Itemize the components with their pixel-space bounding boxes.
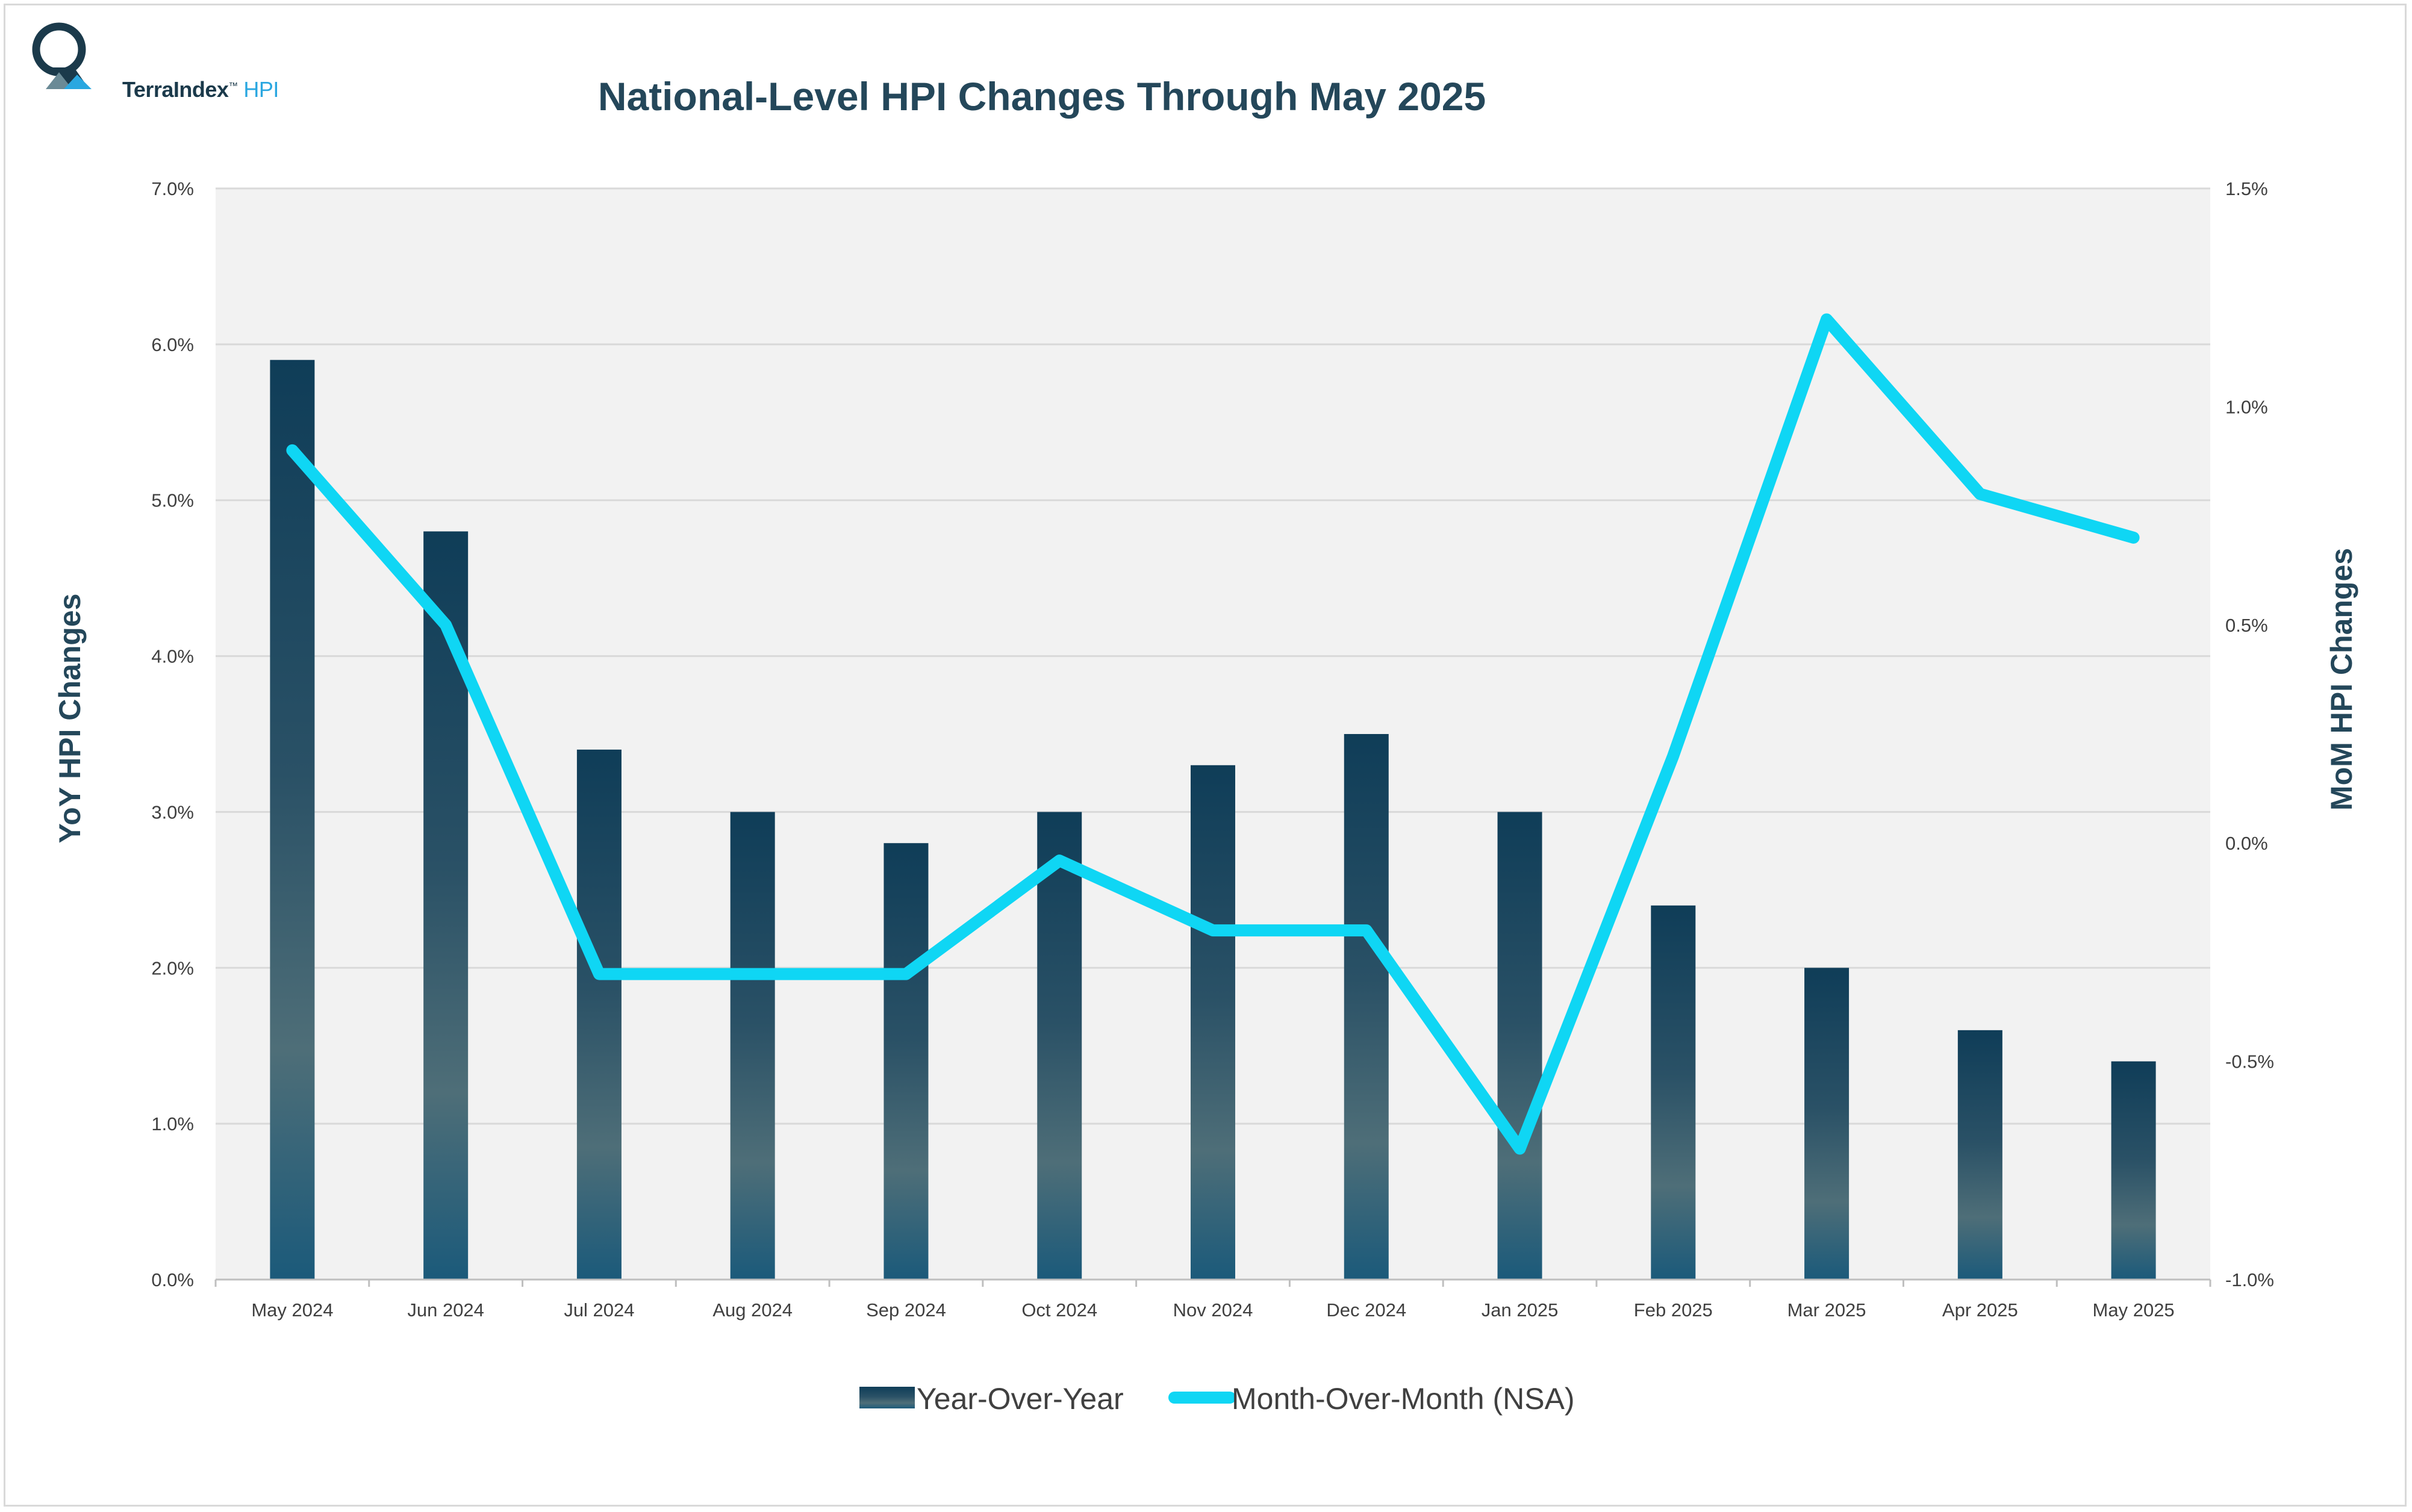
x-axis-labels: May 2024 Jun 2024 Jul 2024 Aug 2024 Sep 2024… (251, 1299, 2174, 1321)
x-tick-label: Nov 2024 (1173, 1299, 1253, 1321)
x-tick-label: Feb 2025 (1634, 1299, 1713, 1321)
x-tick-label: Aug 2024 (712, 1299, 793, 1321)
y-left-tick-label: 7.0% (151, 178, 194, 199)
y-axis-left-title: YoY HPI Changes (53, 594, 87, 844)
bar-yoy (883, 843, 929, 1280)
terraindex-logo: TerraIndex™ HPI (29, 12, 282, 102)
y-axis-right-labels: -1.0% -0.5% 0.0% 0.5% 1.0% 1.5% (2225, 178, 2274, 1290)
y-left-tick-label: 1.0% (151, 1113, 194, 1134)
bar-yoy (423, 531, 469, 1280)
y-left-tick-label: 0.0% (151, 1269, 194, 1290)
bar-yoy (1344, 734, 1389, 1280)
mom-line (286, 313, 2140, 1155)
y-left-tick-label: 3.0% (151, 801, 194, 823)
x-tick-label: Jul 2024 (564, 1299, 634, 1321)
bar-yoy (1497, 812, 1542, 1280)
bar-yoy (1651, 905, 1696, 1280)
legend-swatch-yoy (859, 1387, 915, 1408)
y-right-tick-label: 1.5% (2225, 178, 2268, 199)
x-tick-label: May 2024 (251, 1299, 333, 1321)
bar-yoy (1957, 1030, 2002, 1280)
y-axis-right-title: MoM HPI Changes (2325, 548, 2358, 810)
y-right-tick-label: -1.0% (2225, 1269, 2274, 1290)
chart-frame (4, 4, 2407, 1507)
legend-label-mom: Month-Over-Month (NSA) (1232, 1382, 1575, 1416)
y-right-tick-label: 0.5% (2225, 615, 2268, 636)
bar-yoy (2111, 1061, 2156, 1280)
y-axis-left-labels: 0.0% 1.0% 2.0% 3.0% 4.0% 5.0% 6.0% 7.0% (151, 178, 194, 1290)
y-left-tick-label: 5.0% (151, 490, 194, 511)
y-right-tick-label: 1.0% (2225, 396, 2268, 417)
chart-title: National-Level HPI Changes Through May 2… (597, 74, 1486, 119)
logo-brand: TerraIndex (122, 77, 229, 102)
legend: Year-Over-Year Month-Over-Month (NSA) (859, 1382, 1575, 1416)
x-tick-label: Jan 2025 (1482, 1299, 1559, 1321)
legend-label-yoy: Year-Over-Year (917, 1382, 1124, 1416)
x-tick-label: Jun 2024 (407, 1299, 484, 1321)
y-left-tick-label: 6.0% (151, 334, 194, 355)
x-tick-label: Oct 2024 (1021, 1299, 1097, 1321)
bar-yoy (270, 359, 315, 1280)
y-left-tick-label: 4.0% (151, 646, 194, 667)
x-tick-label: Mar 2025 (1787, 1299, 1866, 1321)
bar-yoy (576, 749, 622, 1280)
bar-yoy (1191, 765, 1235, 1280)
y-right-tick-label: -0.5% (2225, 1051, 2274, 1072)
logo-wordmark: TerraIndex™ HPI (122, 77, 279, 102)
x-axis-ticks (214, 1280, 2211, 1287)
y-left-tick-label: 2.0% (151, 957, 194, 978)
x-tick-label: Sep 2024 (866, 1299, 946, 1321)
bar-yoy (1804, 968, 1850, 1280)
logo-tm: ™ (228, 81, 238, 92)
x-tick-label: May 2025 (2093, 1299, 2175, 1321)
y-right-tick-label: 0.0% (2225, 833, 2268, 854)
x-tick-label: Dec 2024 (1326, 1299, 1406, 1321)
bar-yoy (730, 812, 775, 1280)
bar-series (270, 359, 2156, 1280)
bar-yoy (1037, 812, 1082, 1280)
logo-mark-icon (32, 22, 92, 89)
x-tick-label: Apr 2025 (1942, 1299, 2018, 1321)
logo-product: HPI (243, 77, 279, 102)
